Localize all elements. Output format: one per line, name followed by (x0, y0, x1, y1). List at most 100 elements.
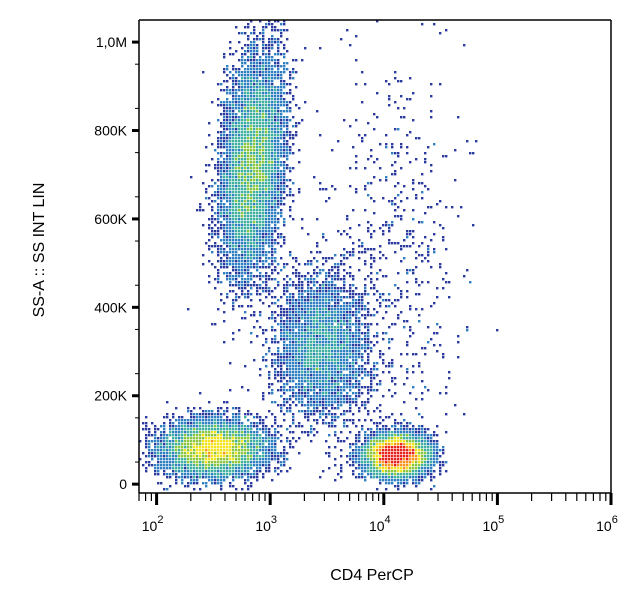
event-point (232, 134, 235, 137)
event-point (262, 239, 265, 242)
event-point (253, 86, 256, 89)
event-point (256, 242, 259, 245)
event-point (334, 332, 337, 335)
event-point (370, 386, 373, 389)
event-point (265, 95, 268, 98)
event-point (289, 137, 292, 140)
event-point (244, 143, 247, 146)
event-point (358, 464, 361, 467)
event-point (235, 140, 238, 143)
event-point (274, 74, 277, 77)
event-point (220, 263, 223, 266)
event-point (295, 335, 298, 338)
event-point (367, 443, 370, 446)
event-point (247, 233, 250, 236)
event-point (232, 446, 235, 449)
event-point (274, 362, 277, 365)
event-point (265, 278, 268, 281)
event-point (301, 404, 304, 407)
event-point (367, 122, 370, 125)
event-point (223, 209, 226, 212)
event-point (214, 233, 217, 236)
event-point (328, 392, 331, 395)
event-point (265, 212, 268, 215)
event-point (343, 332, 346, 335)
event-point (421, 182, 424, 185)
event-point (247, 23, 250, 26)
event-point (289, 179, 292, 182)
event-point (223, 119, 226, 122)
event-point (217, 131, 220, 134)
event-point (235, 170, 238, 173)
event-point (274, 143, 277, 146)
event-point (418, 464, 421, 467)
event-point (193, 419, 196, 422)
event-point (223, 464, 226, 467)
event-point (292, 350, 295, 353)
event-point (256, 74, 259, 77)
event-point (244, 257, 247, 260)
event-point (259, 89, 262, 92)
event-point (331, 371, 334, 374)
event-point (367, 452, 370, 455)
event-point (322, 329, 325, 332)
event-point (307, 350, 310, 353)
event-point (274, 128, 277, 131)
event-point (328, 446, 331, 449)
event-point (253, 119, 256, 122)
event-point (265, 59, 268, 62)
event-point (259, 68, 262, 71)
event-point (238, 173, 241, 176)
event-point (289, 446, 292, 449)
event-point (178, 464, 181, 467)
event-point (409, 98, 412, 101)
event-point (226, 272, 229, 275)
event-point (172, 449, 175, 452)
event-point (256, 164, 259, 167)
event-point (277, 206, 280, 209)
event-point (322, 323, 325, 326)
event-point (286, 131, 289, 134)
event-point (238, 128, 241, 131)
event-point (385, 440, 388, 443)
event-point (364, 368, 367, 371)
event-point (328, 344, 331, 347)
event-point (295, 59, 298, 62)
event-point (220, 425, 223, 428)
event-point (418, 137, 421, 140)
event-point (349, 380, 352, 383)
event-point (337, 341, 340, 344)
event-point (256, 248, 259, 251)
event-point (229, 389, 232, 392)
event-point (442, 353, 445, 356)
event-point (268, 206, 271, 209)
event-point (229, 185, 232, 188)
event-point (250, 254, 253, 257)
event-point (232, 449, 235, 452)
event-point (283, 326, 286, 329)
event-point (247, 461, 250, 464)
event-point (220, 458, 223, 461)
event-point (193, 428, 196, 431)
event-point (259, 272, 262, 275)
event-point (310, 251, 313, 254)
event-point (433, 443, 436, 446)
event-point (403, 245, 406, 248)
event-point (265, 470, 268, 473)
event-point (343, 311, 346, 314)
event-point (205, 440, 208, 443)
event-point (280, 194, 283, 197)
event-point (184, 443, 187, 446)
event-point (229, 290, 232, 293)
event-point (265, 179, 268, 182)
event-point (256, 182, 259, 185)
event-point (268, 392, 271, 395)
event-point (382, 359, 385, 362)
event-point (283, 86, 286, 89)
event-point (274, 122, 277, 125)
event-point (271, 188, 274, 191)
event-point (178, 431, 181, 434)
event-point (274, 251, 277, 254)
event-point (163, 461, 166, 464)
event-point (283, 179, 286, 182)
